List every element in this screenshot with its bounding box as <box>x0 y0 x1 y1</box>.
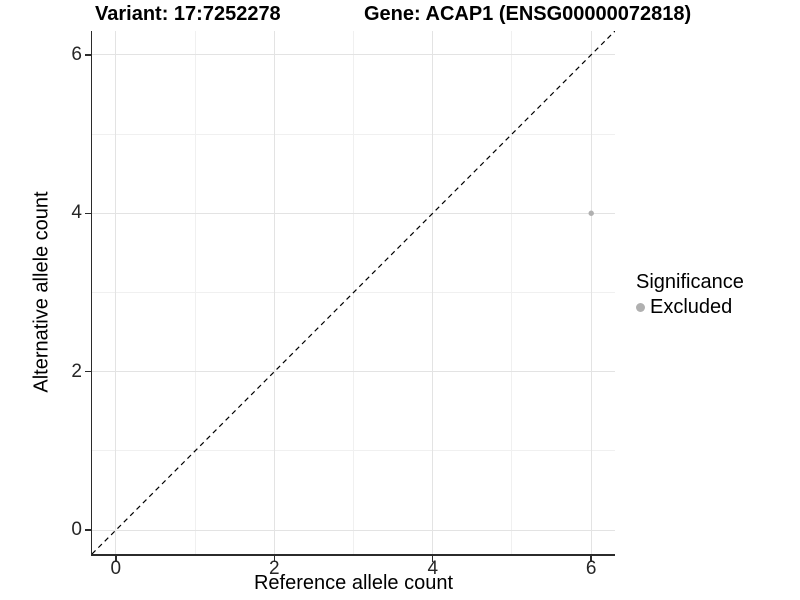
legend-entry-label: Excluded <box>650 296 733 318</box>
plot-title-variant: Variant: 17:7252278 <box>95 3 281 25</box>
h-gridline-major <box>92 371 615 373</box>
v-gridline-major <box>273 31 275 554</box>
y-tick-mark <box>84 529 91 531</box>
x-tick-mark <box>273 555 275 562</box>
legend-entry-excluded: Excluded <box>636 295 744 319</box>
v-gridline-major <box>590 31 592 554</box>
x-tick-label: 6 <box>585 558 597 579</box>
y-tick-mark <box>84 212 91 214</box>
x-tick-label: 2 <box>268 558 280 579</box>
legend: Significance Excluded <box>636 270 744 319</box>
chart-panel <box>92 31 615 554</box>
y-tick-label: 0 <box>71 519 82 541</box>
y-tick-label: 4 <box>71 202 82 224</box>
legend-title: Significance <box>636 271 744 293</box>
x-tick-label: 0 <box>110 558 122 579</box>
x-tick-label: 4 <box>427 558 439 579</box>
chart-canvas <box>92 31 615 554</box>
y-axis-line <box>90 31 92 556</box>
x-tick-mark <box>431 555 434 562</box>
x-axis-title: Reference allele count <box>253 572 453 594</box>
h-gridline-major <box>92 212 615 214</box>
h-gridline-minor <box>92 450 615 452</box>
plot-title-gene: Gene: ACAP1 (ENSG00000072818) <box>364 3 692 25</box>
h-gridline-minor <box>92 133 615 135</box>
x-tick-mark <box>590 555 592 562</box>
h-gridline-major <box>92 529 615 531</box>
legend-point-icon <box>636 302 645 312</box>
x-tick-mark <box>115 555 117 562</box>
x-axis-line <box>90 554 615 556</box>
h-gridline-major <box>92 54 615 56</box>
data-point-excluded <box>588 210 594 216</box>
v-gridline-major <box>115 31 117 554</box>
v-gridline-major <box>432 31 434 554</box>
y-tick-label: 2 <box>71 360 82 382</box>
identity-dashed-line <box>92 31 615 554</box>
y-tick-mark <box>84 370 91 373</box>
y-tick-mark <box>84 54 91 56</box>
y-tick-label: 6 <box>71 43 82 65</box>
